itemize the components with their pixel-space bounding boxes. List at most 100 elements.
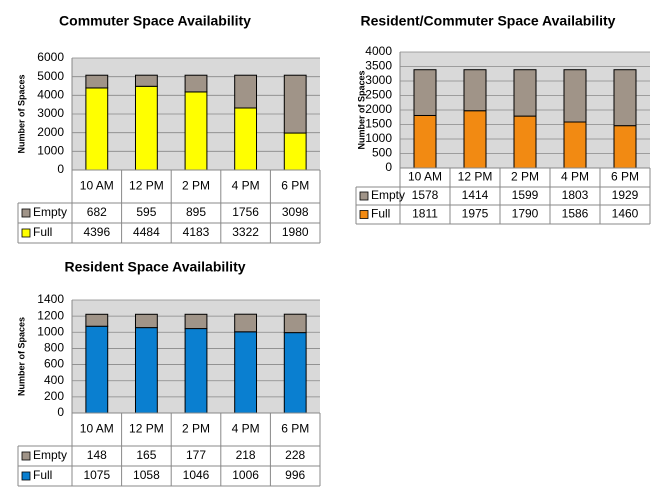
- category-label: 10 AM: [80, 179, 114, 193]
- y-tick-label: 1000: [37, 144, 64, 158]
- legend-swatch: [21, 471, 31, 481]
- bar-segment: [134, 85, 158, 171]
- bar-segment: [85, 87, 109, 171]
- category-label: 12 PM: [129, 422, 164, 436]
- bar-segment: [513, 69, 537, 117]
- table-value: 1803: [562, 188, 589, 202]
- y-tick-label: 3000: [37, 106, 64, 120]
- table-value: 895: [186, 205, 206, 219]
- category-label: 6 PM: [611, 170, 639, 184]
- category-label: 2 PM: [511, 170, 539, 184]
- table-value: 3322: [232, 225, 259, 239]
- table-value: 1460: [612, 207, 639, 221]
- bar-segment: [134, 74, 158, 87]
- bar-segment: [463, 69, 487, 112]
- legend-swatch: [359, 191, 369, 201]
- bar-segment: [234, 74, 258, 109]
- bar-segment: [413, 69, 437, 116]
- category-label: 6 PM: [281, 179, 309, 193]
- bar-segment: [283, 332, 307, 414]
- table-value: 228: [285, 448, 305, 462]
- legend-label: Empty: [371, 188, 405, 202]
- bar-segment: [184, 74, 208, 93]
- legend-label: Empty: [33, 205, 67, 219]
- bar-segment: [184, 328, 208, 414]
- bar-segment: [234, 107, 258, 171]
- bar-segment: [513, 115, 537, 169]
- table-value: 1058: [133, 468, 160, 482]
- bar-segment: [283, 313, 307, 334]
- legend-label: Empty: [33, 448, 67, 462]
- table-value: 1756: [232, 205, 259, 219]
- table-value: 218: [236, 448, 256, 462]
- table-value: 1006: [232, 468, 259, 482]
- table-value: 1578: [412, 188, 439, 202]
- category-label: 10 AM: [408, 170, 442, 184]
- y-tick-label: 4000: [37, 88, 64, 102]
- legend-swatch: [21, 208, 31, 218]
- category-label: 10 AM: [80, 422, 114, 436]
- table-value: 1414: [462, 188, 489, 202]
- table-value: 165: [136, 448, 156, 462]
- category-label: 4 PM: [561, 170, 589, 184]
- table-value: 1790: [512, 207, 539, 221]
- y-tick-label: 3000: [365, 73, 392, 87]
- y-tick-label: 1400: [37, 292, 64, 306]
- category-label: 6 PM: [281, 422, 309, 436]
- y-tick-label: 4000: [365, 44, 392, 58]
- y-tick-label: 1000: [365, 131, 392, 145]
- category-label: 4 PM: [232, 422, 260, 436]
- y-tick-label: 0: [57, 405, 64, 419]
- bar-segment: [184, 91, 208, 171]
- legend-label: Full: [33, 225, 52, 239]
- table-value: 4484: [133, 225, 160, 239]
- bar-segment: [563, 69, 587, 123]
- table-value: 1929: [612, 188, 639, 202]
- bar-segment: [283, 74, 307, 134]
- bar-segment: [413, 114, 437, 169]
- table-value: 682: [87, 205, 107, 219]
- chart-title: Resident/Commuter Space Availability: [361, 13, 616, 29]
- bar-segment: [463, 110, 487, 169]
- y-tick-label: 800: [44, 341, 64, 355]
- bar-segment: [85, 74, 109, 89]
- y-tick-label: 2500: [365, 88, 392, 102]
- table-value: 1599: [512, 188, 539, 202]
- table-value: 177: [186, 448, 206, 462]
- y-tick-label: 500: [372, 146, 392, 160]
- category-label: 2 PM: [182, 422, 210, 436]
- table-value: 4183: [183, 225, 210, 239]
- legend-label: Full: [33, 468, 52, 482]
- y-tick-label: 2000: [37, 125, 64, 139]
- y-tick-label: 200: [44, 389, 64, 403]
- bar-segment: [85, 313, 109, 327]
- bar-segment: [234, 313, 258, 333]
- bar-segment: [184, 313, 208, 330]
- bar-segment: [85, 325, 109, 414]
- y-tick-label: 1000: [37, 324, 64, 338]
- category-label: 12 PM: [129, 179, 164, 193]
- legend-swatch: [359, 210, 369, 219]
- y-axis-title: Number of Spaces: [16, 74, 26, 153]
- table-value: 148: [87, 448, 107, 462]
- table-value: 595: [136, 205, 156, 219]
- table-value: 3098: [282, 205, 309, 219]
- legend-label: Full: [371, 207, 390, 221]
- bar-segment: [134, 327, 158, 414]
- y-axis-title: Number of Spaces: [356, 70, 366, 149]
- table-value: 1075: [83, 468, 110, 482]
- bar-segment: [613, 125, 637, 169]
- legend-swatch: [21, 228, 31, 238]
- y-tick-label: 0: [385, 160, 392, 174]
- legend-swatch: [21, 451, 31, 461]
- table-value: 1811: [412, 207, 438, 221]
- bar-segment: [283, 132, 307, 171]
- bar-segment: [134, 313, 158, 329]
- category-label: 12 PM: [458, 170, 493, 184]
- y-tick-label: 3500: [365, 59, 392, 73]
- table-value: 1586: [562, 207, 589, 221]
- y-tick-label: 5000: [37, 69, 64, 83]
- y-tick-label: 6000: [37, 50, 64, 64]
- category-label: 4 PM: [232, 179, 260, 193]
